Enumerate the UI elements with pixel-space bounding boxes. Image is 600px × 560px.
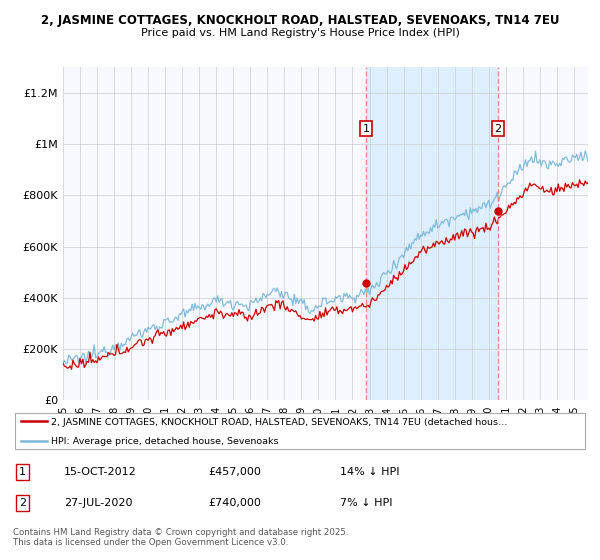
Text: 1: 1 xyxy=(19,467,26,477)
FancyBboxPatch shape xyxy=(15,413,585,449)
Text: £457,000: £457,000 xyxy=(208,467,261,477)
Text: £740,000: £740,000 xyxy=(208,498,261,508)
Text: Price paid vs. HM Land Registry's House Price Index (HPI): Price paid vs. HM Land Registry's House … xyxy=(140,28,460,38)
Text: 2, JASMINE COTTAGES, KNOCKHOLT ROAD, HALSTEAD, SEVENOAKS, TN14 7EU: 2, JASMINE COTTAGES, KNOCKHOLT ROAD, HAL… xyxy=(41,14,559,27)
Text: 7% ↓ HPI: 7% ↓ HPI xyxy=(340,498,393,508)
Text: 2, JASMINE COTTAGES, KNOCKHOLT ROAD, HALSTEAD, SEVENOAKS, TN14 7EU (detached hou: 2, JASMINE COTTAGES, KNOCKHOLT ROAD, HAL… xyxy=(51,418,508,427)
Text: 2: 2 xyxy=(494,124,502,134)
Bar xyxy=(366,67,498,400)
Text: 1: 1 xyxy=(362,124,370,134)
Text: HPI: Average price, detached house, Sevenoaks: HPI: Average price, detached house, Seve… xyxy=(51,437,278,446)
Text: 27-JUL-2020: 27-JUL-2020 xyxy=(64,498,133,508)
Text: 2: 2 xyxy=(19,498,26,508)
Text: 14% ↓ HPI: 14% ↓ HPI xyxy=(340,467,400,477)
Text: Contains HM Land Registry data © Crown copyright and database right 2025.
This d: Contains HM Land Registry data © Crown c… xyxy=(13,528,349,547)
Text: 15-OCT-2012: 15-OCT-2012 xyxy=(64,467,137,477)
